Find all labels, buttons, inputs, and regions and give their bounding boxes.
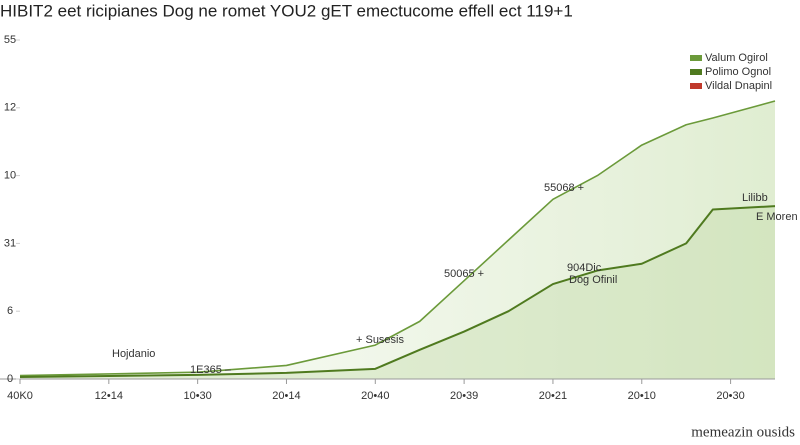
x-tick-label: 20•10 [628, 390, 656, 402]
y-tick-label: 6 [7, 305, 13, 317]
annotation: Hojdanio [112, 348, 155, 360]
annotation: Dog Ofinil [569, 274, 617, 286]
legend-label: Valum Ogirol [705, 52, 768, 64]
annotation: 50065 + [444, 268, 484, 280]
x-tick-label: 20•21 [539, 390, 567, 402]
y-tick-label: 31 [4, 237, 16, 249]
chart-title: HIBIT2 eet ricipianes Dog ne romet YOU2 … [0, 1, 573, 20]
annotation: 904Dic [567, 262, 602, 274]
x-tick-label: 20•14 [272, 390, 300, 402]
watermark: memeazin ousids [691, 424, 795, 440]
x-tick-label: 20•30 [716, 390, 744, 402]
x-tick-label: 20•40 [361, 390, 389, 402]
legend-swatch [690, 69, 702, 75]
x-tick-label: 40K0 [7, 390, 33, 402]
area [20, 206, 775, 379]
y-tick-label: 0 [7, 373, 13, 385]
annotation: 55068 + [544, 182, 584, 194]
legend-label: Vildal Dnapinl [705, 80, 772, 92]
annotation: Lilibb [742, 192, 768, 204]
annotation: + Susesis [356, 334, 404, 346]
y-tick-label: 55 [4, 34, 16, 46]
legend-label: Polimo Ognol [705, 66, 771, 78]
annotation: E Moren [756, 211, 798, 223]
annotation: 1E365 – [190, 364, 232, 376]
line [19, 205, 776, 378]
x-tick-label: 10•30 [183, 390, 211, 402]
line [19, 100, 776, 377]
area [20, 101, 775, 380]
legend-swatch [690, 55, 702, 61]
x-tick-label: 12•14 [95, 390, 123, 402]
x-tick-label: 20•39 [450, 390, 478, 402]
legend-swatch [690, 83, 702, 89]
y-tick-label: 12 [4, 102, 16, 114]
y-tick-label: 10 [4, 170, 16, 182]
